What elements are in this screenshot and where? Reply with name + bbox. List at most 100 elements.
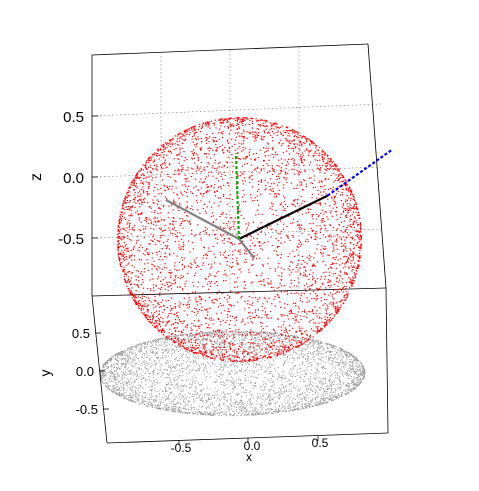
- sphere-point: [138, 229, 140, 231]
- shadow-point: [240, 333, 242, 335]
- shadow-point: [198, 411, 200, 413]
- shadow-point: [230, 398, 232, 400]
- shadow-point: [156, 338, 158, 340]
- shadow-point: [223, 349, 225, 351]
- shadow-point: [188, 352, 190, 354]
- shadow-point: [262, 349, 263, 351]
- shadow-point: [332, 399, 334, 401]
- shadow-point: [135, 355, 137, 357]
- shadow-point: [209, 356, 211, 358]
- shadow-point: [159, 344, 161, 346]
- shadow-point: [140, 375, 142, 377]
- shadow-point: [208, 394, 210, 396]
- shadow-point: [131, 390, 133, 392]
- shadow-point: [361, 378, 363, 380]
- shadow-point: [253, 355, 255, 357]
- shadow-point: [218, 352, 220, 354]
- sphere-point: [124, 209, 126, 211]
- shadow-point: [239, 334, 241, 336]
- shadow-point: [344, 352, 346, 354]
- shadow-point: [129, 392, 131, 394]
- shadow-point: [334, 348, 336, 350]
- shadow-point: [109, 378, 111, 380]
- shadow-point: [220, 381, 222, 383]
- shadow-point: [285, 384, 287, 386]
- shadow-point: [133, 374, 135, 376]
- shadow-point: [158, 408, 160, 410]
- shadow-point: [314, 341, 316, 343]
- shadow-point: [243, 403, 245, 405]
- shadow-point: [284, 390, 286, 392]
- shadow-point: [251, 414, 253, 416]
- shadow-point: [300, 352, 302, 354]
- shadow-point: [292, 362, 293, 364]
- shadow-point: [251, 412, 253, 414]
- sphere-point: [231, 242, 233, 244]
- shadow-point: [191, 335, 193, 337]
- shadow-point: [114, 379, 116, 381]
- shadow-point: [226, 345, 228, 347]
- shadow-point: [231, 338, 233, 339]
- shadow-point: [296, 401, 298, 403]
- sphere-point: [155, 243, 157, 245]
- shadow-point: [204, 393, 205, 395]
- shadow-point: [220, 378, 222, 380]
- sphere-point: [191, 129, 193, 131]
- shadow-point: [223, 398, 225, 400]
- shadow-point: [164, 338, 166, 340]
- shadow-point: [325, 400, 327, 402]
- sphere-point: [238, 269, 240, 271]
- shadow-point: [145, 342, 147, 344]
- shadow-point: [167, 381, 169, 383]
- shadow-point: [296, 340, 298, 342]
- sphere-point: [310, 237, 313, 239]
- shadow-point: [355, 359, 357, 361]
- shadow-point: [271, 408, 272, 410]
- shadow-point: [353, 381, 355, 383]
- sphere-point: [167, 315, 170, 317]
- sphere-point: [220, 132, 222, 134]
- shadow-point: [202, 413, 204, 415]
- shadow-point: [178, 397, 180, 399]
- shadow-point: [113, 387, 115, 389]
- sphere-point: [300, 342, 302, 344]
- sphere-point: [194, 129, 196, 131]
- shadow-point: [138, 384, 140, 386]
- shadow-point: [209, 373, 211, 375]
- shadow-point: [329, 399, 331, 401]
- sphere-point: [302, 154, 304, 156]
- shadow-point: [312, 382, 314, 383]
- shadow-point: [320, 381, 322, 383]
- shadow-point: [202, 362, 204, 364]
- shadow-point: [150, 352, 152, 354]
- shadow-point: [281, 377, 283, 379]
- shadow-point: [169, 338, 171, 340]
- shadow-point: [350, 389, 351, 391]
- sphere-point: [336, 291, 338, 293]
- shadow-point: [289, 337, 291, 339]
- shadow-point: [166, 336, 168, 338]
- shadow-point: [277, 335, 279, 337]
- shadow-point: [317, 354, 319, 356]
- sphere-point: [356, 214, 359, 216]
- shadow-point: [342, 363, 344, 365]
- shadow-point: [318, 371, 320, 372]
- sphere-point: [306, 334, 308, 337]
- shadow-point: [100, 379, 102, 381]
- shadow-point: [133, 357, 135, 359]
- shadow-point: [162, 391, 164, 393]
- shadow-point: [188, 408, 190, 410]
- shadow-point: [304, 381, 306, 383]
- shadow-point: [151, 389, 153, 390]
- shadow-point: [121, 377, 123, 379]
- shadow-point: [340, 362, 342, 364]
- shadow-point: [335, 361, 337, 363]
- shadow-point: [293, 366, 295, 367]
- shadow-point: [142, 343, 144, 344]
- shadow-point: [171, 410, 173, 412]
- shadow-point: [241, 351, 243, 353]
- shadow-point: [245, 389, 247, 391]
- shadow-point: [114, 358, 116, 360]
- shadow-point: [221, 357, 223, 359]
- shadow-point: [154, 339, 156, 341]
